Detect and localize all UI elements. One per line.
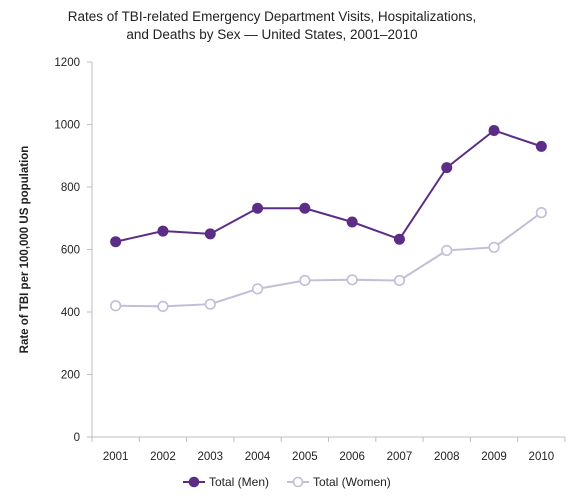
data-point (488, 124, 500, 136)
x-axis-ticks: 2001 2002 2003 2004 2005 2006 2007 2008 2009 2010 (91, 437, 566, 463)
chart-title: Rates of TBI-related Emergency Departmen… (68, 9, 476, 42)
data-point (299, 274, 311, 287)
series-line (115, 129, 542, 243)
data-point (346, 216, 358, 228)
data-point (110, 236, 122, 248)
data-point (204, 298, 216, 310)
y-tick-label: 200 (61, 370, 80, 382)
data-point (441, 162, 453, 174)
data-point (393, 233, 405, 245)
data-point (299, 202, 311, 214)
data-point (252, 202, 264, 214)
data-point (346, 274, 358, 286)
data-point (535, 207, 547, 219)
legend-marker (292, 476, 304, 488)
series-men (110, 124, 547, 248)
y-axis-ticks: 0 200 400 600 800 1000 1200 (54, 57, 92, 444)
data-point (157, 300, 169, 312)
legend-marker (188, 476, 200, 488)
data-point (488, 241, 500, 253)
data-point (441, 244, 453, 257)
series-line (115, 211, 542, 308)
chart-series (110, 124, 547, 312)
data-point (157, 225, 169, 237)
y-tick-label: 0 (74, 432, 80, 444)
data-point (110, 300, 122, 312)
y-tick-label: 600 (61, 245, 80, 257)
legend-label: Total (Men) (209, 475, 269, 489)
x-tick-label: 2009 (481, 451, 507, 463)
x-tick-label: 2007 (387, 451, 413, 463)
x-tick-label: 2003 (197, 451, 223, 463)
series-women (110, 207, 547, 312)
y-tick-label: 800 (61, 182, 80, 194)
data-point (535, 140, 547, 152)
legend-item: Total (Men) (183, 475, 269, 489)
x-tick-label: 2001 (103, 451, 129, 463)
chart-title-line: and Deaths by Sex — United States, 2001–… (126, 27, 417, 42)
x-tick-label: 2004 (245, 451, 271, 463)
x-tick-label: 2008 (434, 451, 460, 463)
chart-title-line: Rates of TBI-related Emergency Departmen… (68, 9, 476, 24)
legend-item: Total (Women) (287, 475, 391, 489)
chart-legend: Total (Men) Total (Women) (183, 475, 391, 489)
y-axis-label: Rate of TBI per 100,000 US population (19, 146, 31, 354)
x-tick-label: 2005 (292, 451, 318, 463)
y-tick-label: 400 (61, 307, 80, 319)
data-point (251, 283, 264, 295)
x-tick-label: 2002 (150, 451, 176, 463)
data-point (393, 274, 406, 287)
x-tick-label: 2006 (339, 451, 365, 463)
data-point (204, 228, 216, 240)
x-tick-label: 2010 (529, 451, 555, 463)
y-tick-label: 1200 (54, 57, 80, 69)
legend-label: Total (Women) (313, 475, 391, 489)
y-tick-label: 1000 (54, 120, 80, 132)
